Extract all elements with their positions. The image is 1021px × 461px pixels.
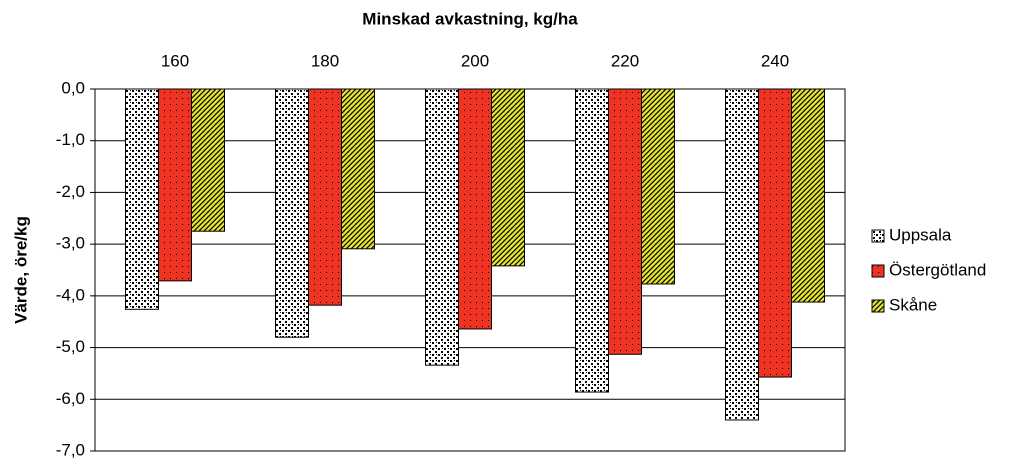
bar (191, 88, 225, 232)
bar (125, 88, 159, 310)
legend-label: Uppsala (889, 225, 952, 244)
x-tick-label: 160 (161, 51, 189, 70)
y-tick-label: -3,0 (56, 234, 85, 253)
bar (575, 88, 609, 393)
bar (725, 88, 759, 421)
bar (341, 88, 375, 250)
y-tick-label: -5,0 (56, 337, 85, 356)
y-tick-label: -6,0 (56, 389, 85, 408)
x-tick-label: 200 (461, 51, 489, 70)
x-tick-label: 240 (761, 51, 789, 70)
legend-label: Östergötland (889, 260, 986, 279)
legend-swatch (871, 264, 885, 278)
y-tick-label: -7,0 (56, 440, 85, 459)
y-tick-label: 0,0 (61, 78, 85, 97)
bar (491, 88, 525, 267)
bar (758, 88, 792, 378)
bar (641, 88, 675, 285)
y-tick-label: -4,0 (56, 285, 85, 304)
legend-label: Skåne (889, 295, 937, 314)
y-tick-label: -1,0 (56, 130, 85, 149)
bar (275, 88, 309, 338)
chart-title: Minskad avkastning, kg/ha (362, 9, 578, 28)
legend-swatch (871, 229, 885, 243)
bar (425, 88, 459, 366)
y-tick-label: -2,0 (56, 182, 85, 201)
bar (458, 88, 492, 330)
bar (791, 88, 825, 303)
x-tick-label: 220 (611, 51, 639, 70)
bar (308, 88, 342, 306)
bar (608, 88, 642, 355)
x-tick-label: 180 (311, 51, 339, 70)
bar (158, 88, 192, 282)
legend-swatch (871, 299, 885, 313)
y-axis-label: Värde, öre/kg (11, 216, 30, 324)
